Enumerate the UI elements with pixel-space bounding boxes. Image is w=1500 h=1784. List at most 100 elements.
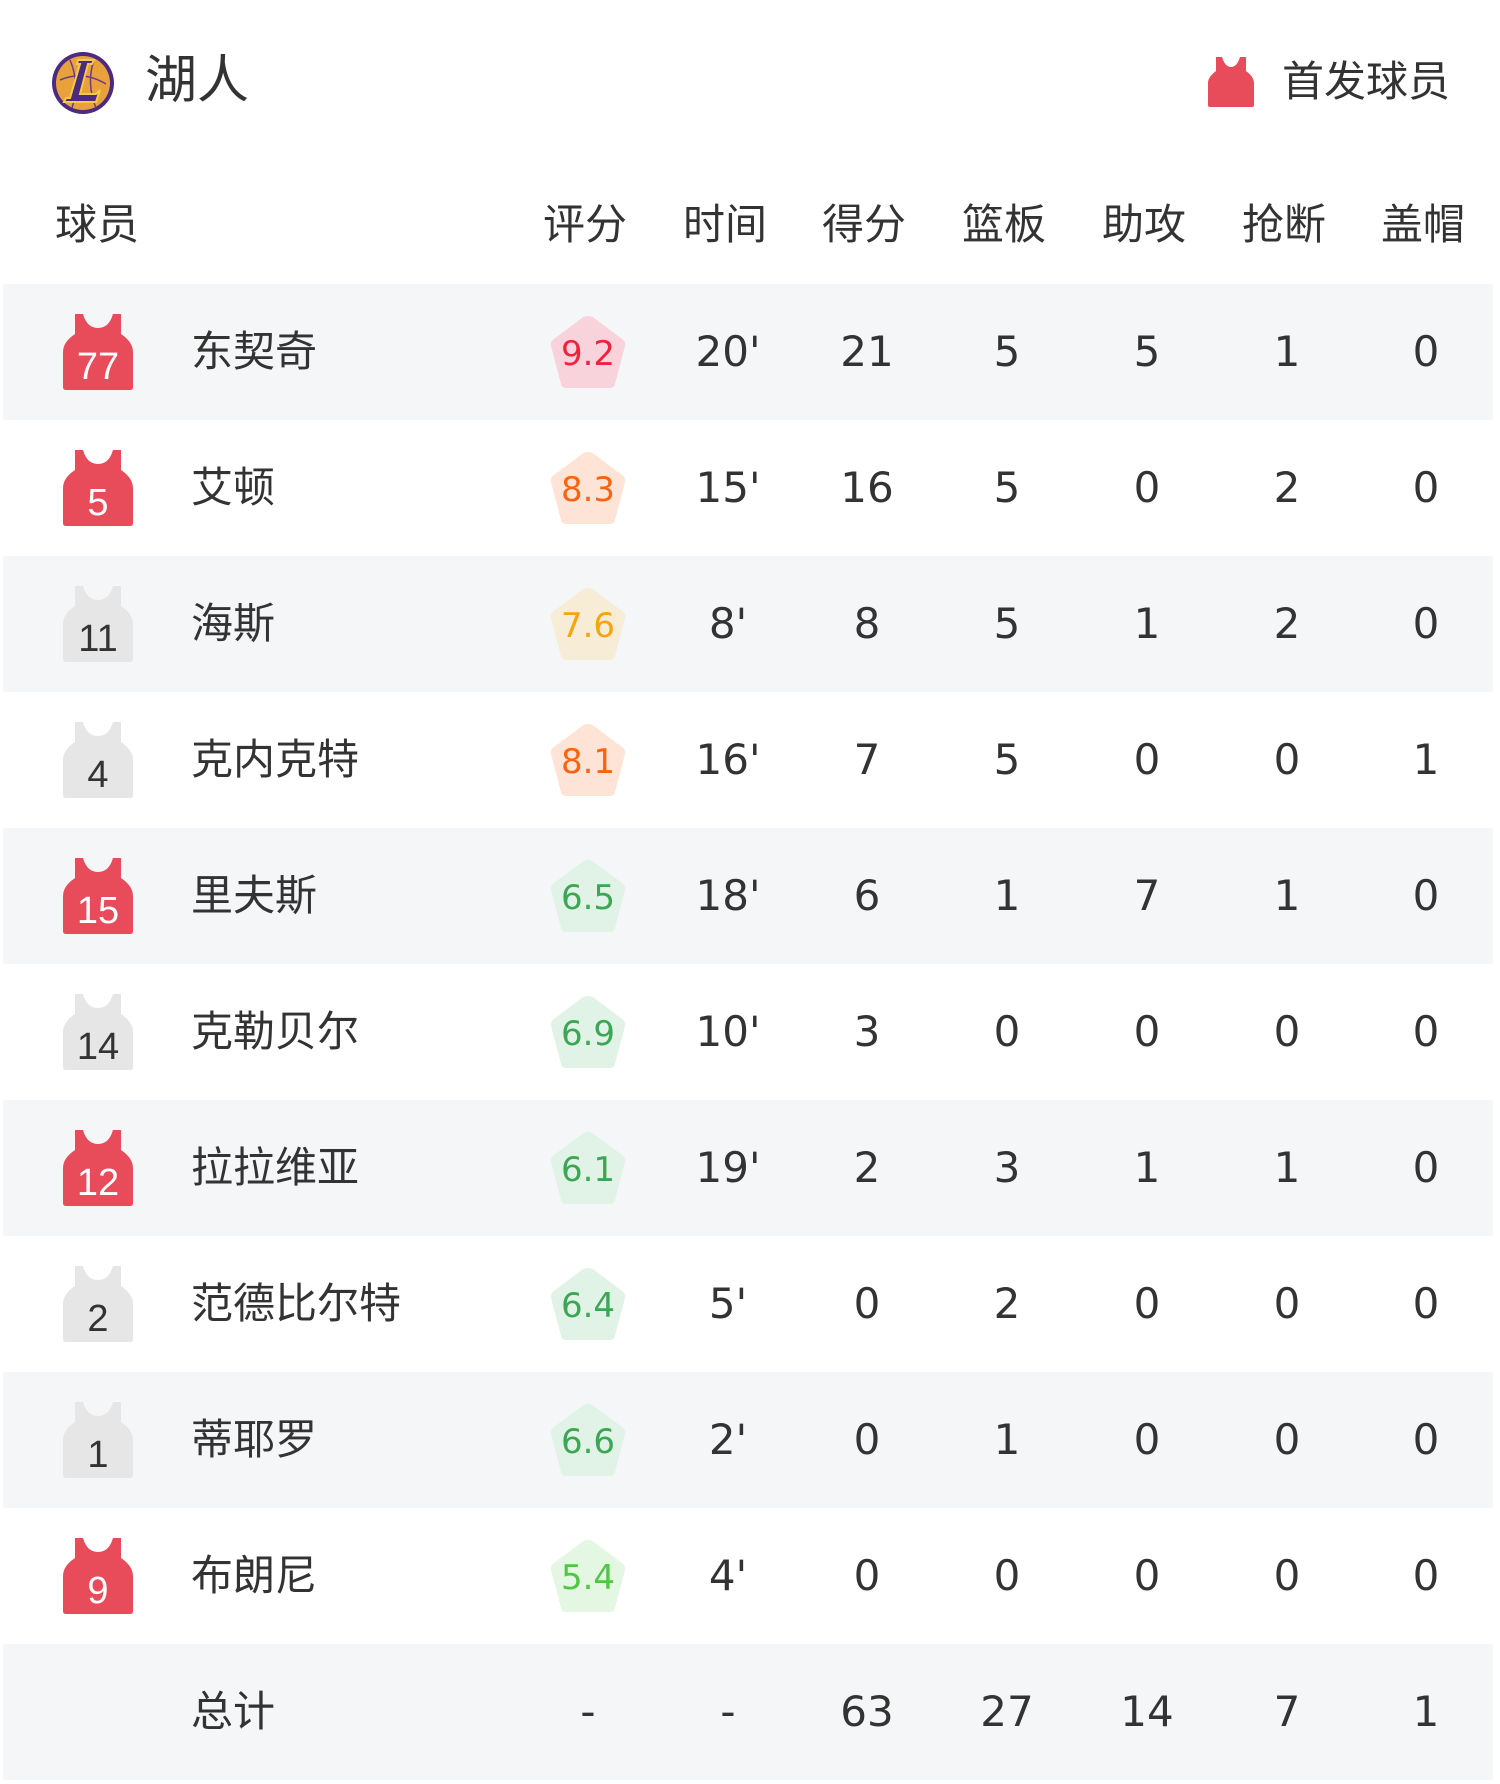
table-row[interactable]: 11 海斯 7.6 8' 8 5 1 2 0 [3,556,1493,692]
starter-legend: 首发球员 [1207,52,1450,112]
time-value: 10' [695,1007,761,1056]
rating-badge: 8.3 [548,448,628,528]
player-name[interactable]: 艾顿 [191,463,276,512]
table-row[interactable]: 77 东契奇 9.2 20' 21 5 5 1 0 [3,284,1493,420]
points-value: 6 [853,871,881,920]
time-value: 15' [695,463,761,512]
points-value: 2 [853,1143,881,1192]
bench-jersey-icon: 11 [63,586,133,662]
player-name[interactable]: 克勒贝尔 [191,1007,360,1056]
table-row[interactable]: 15 里夫斯 6.5 18' 6 1 7 1 0 [3,828,1493,964]
player-name[interactable]: 范德比尔特 [191,1279,402,1328]
blocks-value: 0 [1412,463,1440,512]
rebounds-value: 5 [993,327,1021,376]
svg-text:77: 77 [77,346,119,388]
time-value: 18' [695,871,761,920]
rating-badge: 6.4 [548,1264,628,1344]
points-value: 0 [853,1279,881,1328]
blocks-value: 0 [1412,327,1440,376]
column-header-steals[interactable]: 抢断 [1241,200,1327,249]
blocks-value: 0 [1412,599,1440,648]
assists-value: 0 [1133,1415,1161,1464]
svg-text:14: 14 [77,1026,119,1068]
team-header: 湖人 首发球员 [0,0,1500,164]
rating-badge: 5.4 [548,1536,628,1616]
svg-text:11: 11 [78,618,117,660]
column-header-rebounds[interactable]: 篮板 [961,200,1047,249]
bench-jersey-icon: 1 [63,1402,133,1478]
assists-value: 0 [1133,1279,1161,1328]
table-row[interactable]: 4 克内克特 8.1 16' 7 5 0 0 1 [3,692,1493,828]
player-name[interactable]: 东契奇 [191,327,318,376]
time-value: 2' [708,1415,748,1464]
assists-value: 0 [1133,463,1161,512]
total-rating: - [580,1687,596,1736]
rating-badge: 7.6 [548,584,628,664]
column-header-assists[interactable]: 助攻 [1101,200,1187,249]
rebounds-value: 5 [993,599,1021,648]
steals-value: 0 [1273,735,1301,784]
svg-text:2: 2 [87,1298,108,1340]
column-header-player[interactable]: 球员 [55,200,140,249]
bench-jersey-icon: 14 [63,994,133,1070]
player-name[interactable]: 布朗尼 [191,1551,318,1600]
table-row[interactable]: 5 艾顿 8.3 15' 16 5 0 2 0 [3,420,1493,556]
table-row[interactable]: 12 拉拉维亚 6.1 19' 2 3 1 1 0 [3,1100,1493,1236]
rating-badge: 6.6 [548,1400,628,1480]
rating-value: 6.5 [560,878,616,918]
player-name[interactable]: 蒂耶罗 [191,1415,318,1464]
blocks-value: 0 [1412,1143,1440,1192]
table-row[interactable]: 9 布朗尼 5.4 4' 0 0 0 0 0 [3,1508,1493,1644]
total-time: - [720,1687,736,1736]
blocks-value: 0 [1412,1551,1440,1600]
steals-value: 2 [1273,599,1301,648]
rating-value: 6.4 [560,1286,616,1326]
assists-value: 5 [1133,327,1161,376]
total-blocks: 1 [1412,1687,1440,1736]
total-rebounds: 27 [980,1687,1034,1736]
rating-badge: 6.1 [548,1128,628,1208]
rebounds-value: 2 [993,1279,1021,1328]
column-header-time[interactable]: 时间 [682,200,768,249]
time-value: 5' [708,1279,748,1328]
total-steals: 7 [1273,1687,1301,1736]
rating-badge: 6.9 [548,992,628,1072]
time-value: 19' [695,1143,761,1192]
assists-value: 1 [1133,1143,1161,1192]
starter-jersey-icon: 5 [63,450,133,526]
column-header-points[interactable]: 得分 [821,200,907,249]
starter-jersey-icon: 12 [63,1130,133,1206]
jersey-icon [1207,57,1254,107]
table-row[interactable]: 2 范德比尔特 6.4 5' 0 2 0 0 0 [3,1236,1493,1372]
svg-text:5: 5 [87,482,108,524]
column-header-rating[interactable]: 评分 [542,200,628,249]
total-assists: 14 [1120,1687,1174,1736]
time-value: 4' [708,1551,748,1600]
points-value: 21 [840,327,894,376]
points-value: 0 [853,1415,881,1464]
rebounds-value: 5 [993,463,1021,512]
steals-value: 0 [1273,1415,1301,1464]
table-row[interactable]: 1 蒂耶罗 6.6 2' 0 1 0 0 0 [3,1372,1493,1508]
starter-jersey-icon: 77 [63,314,133,390]
table-header: 球员 评分 时间 得分 篮板 助攻 抢断 盖帽 [0,190,1500,260]
legend-label: 首发球员 [1281,57,1450,106]
svg-text:1: 1 [87,1434,108,1476]
svg-text:9: 9 [87,1570,108,1612]
rating-badge: 8.1 [548,720,628,800]
rating-value: 6.9 [560,1014,616,1054]
blocks-value: 1 [1412,735,1440,784]
table-row[interactable]: 14 克勒贝尔 6.9 10' 3 0 0 0 0 [3,964,1493,1100]
svg-text:15: 15 [77,890,119,932]
player-name[interactable]: 海斯 [191,599,276,648]
time-value: 16' [695,735,761,784]
lakers-logo [52,52,114,114]
player-name[interactable]: 拉拉维亚 [191,1143,360,1192]
steals-value: 0 [1273,1007,1301,1056]
blocks-value: 0 [1412,871,1440,920]
rating-badge: 9.2 [548,312,628,392]
assists-value: 0 [1133,1551,1161,1600]
player-name[interactable]: 里夫斯 [191,871,318,920]
column-header-blocks[interactable]: 盖帽 [1380,200,1466,249]
player-name[interactable]: 克内克特 [191,735,360,784]
